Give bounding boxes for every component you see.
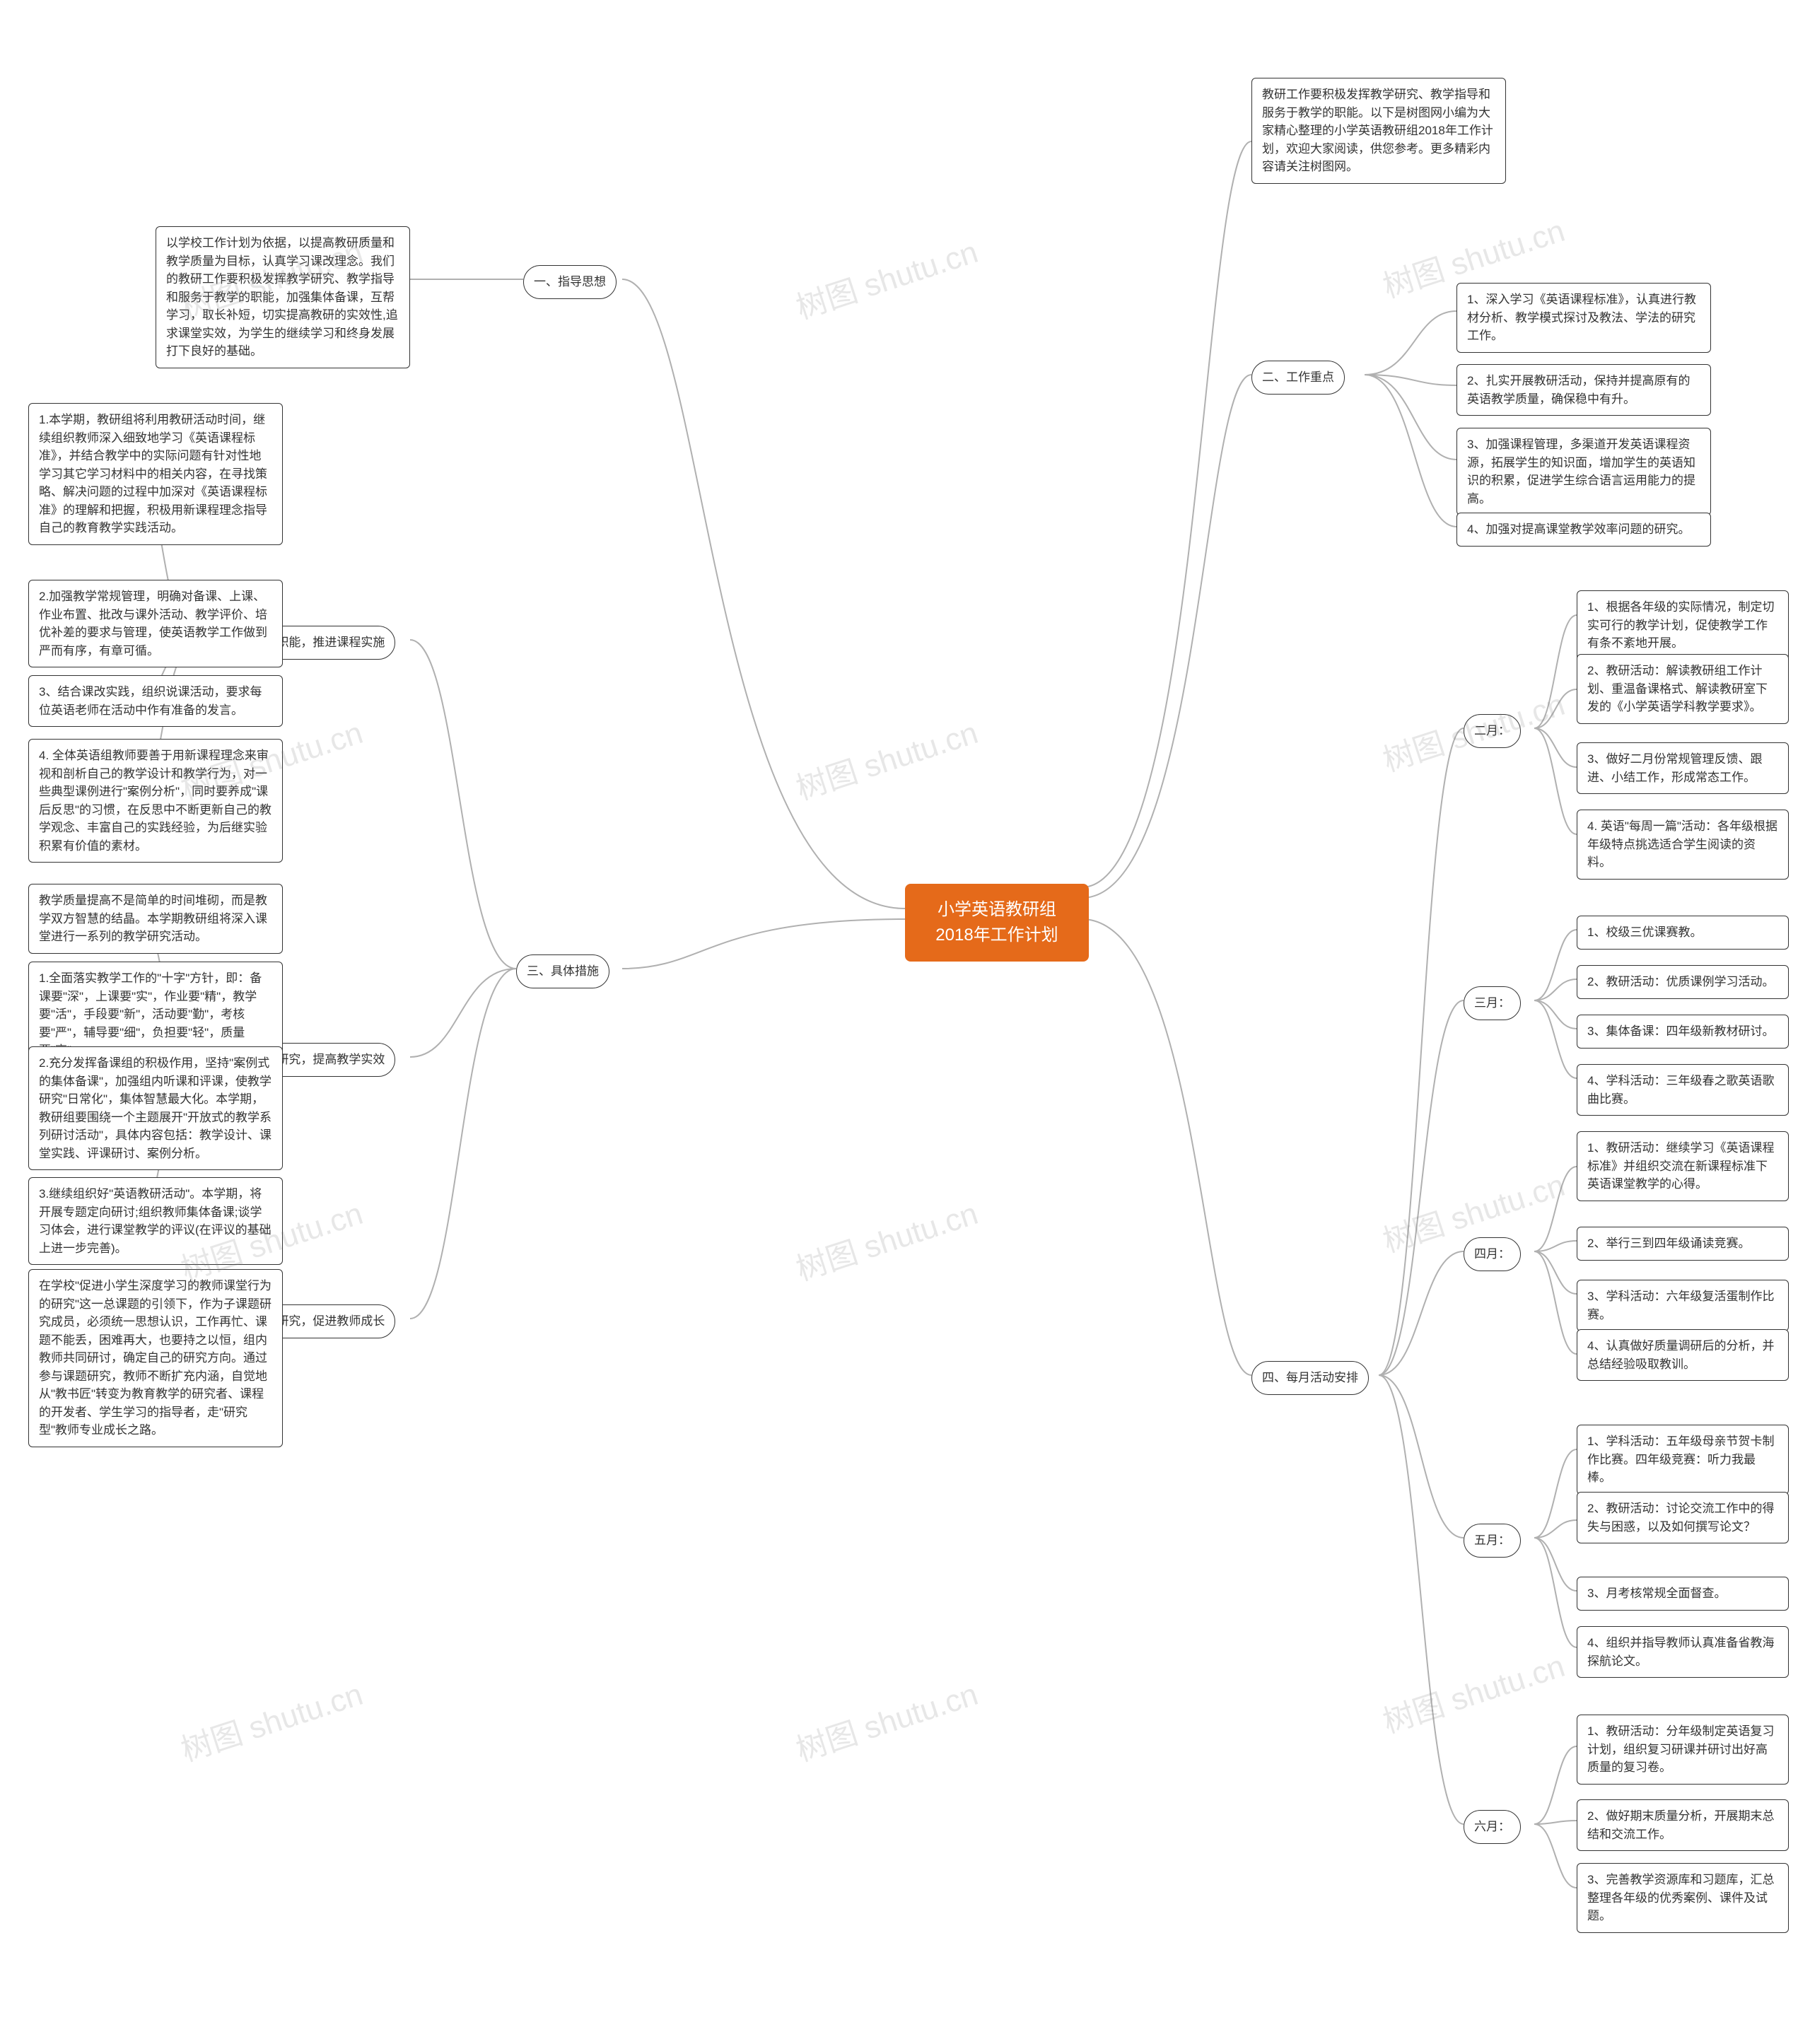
watermark: 树图 shutu.cn bbox=[790, 226, 983, 327]
month-may-item-1: 1、学科活动：五年级母亲节贺卡制作比赛。四年级竞赛：听力我最棒。 bbox=[1577, 1425, 1789, 1495]
center-node[interactable]: 小学英语教研组2018年工作计划 bbox=[905, 884, 1089, 962]
branch3-sub2-intro: 教学质量提高不是简单的时间堆砌，而是教学双方智慧的结晶。本学期教研组将深入课堂进… bbox=[28, 884, 283, 954]
branch3-sub1-item-4: 4. 全体英语组教师要善于用新课程理念来审视和剖析自己的教学设计和教学行为，对一… bbox=[28, 739, 283, 863]
branch1-title[interactable]: 一、指导思想 bbox=[523, 265, 617, 299]
watermark: 树图 shutu.cn bbox=[790, 707, 983, 808]
branch3-sub3-detail: 在学校"促进小学生深度学习的教师课堂行为的研究"这一总课题的引领下，作为子课题研… bbox=[28, 1269, 283, 1447]
branch3-sub1-item-2: 2.加强教学常规管理，明确对备课、上课、作业布置、批改与课外活动、教学评价、培优… bbox=[28, 580, 283, 667]
month-feb-item-4: 4. 英语"每周一篇"活动：各年级根据年级特点挑选适合学生阅读的资料。 bbox=[1577, 810, 1789, 880]
month-feb-title[interactable]: 二月： bbox=[1464, 714, 1521, 748]
branch2-item-3: 3、加强课程管理，多渠道开发英语课程资源，拓展学生的知识面，增加学生的英语知识的… bbox=[1456, 428, 1711, 515]
month-jun-item-3: 3、完善教学资源库和习题库，汇总整理各年级的优秀案例、课件及试题。 bbox=[1577, 1863, 1789, 1933]
branch3-title[interactable]: 三、具体措施 bbox=[516, 954, 609, 988]
month-jun-title[interactable]: 六月： bbox=[1464, 1810, 1521, 1844]
branch4-title[interactable]: 四、每月活动安排 bbox=[1251, 1361, 1369, 1395]
month-apr-item-4: 4、认真做好质量调研后的分析，并总结经验吸取教训。 bbox=[1577, 1329, 1789, 1381]
month-may-item-2: 2、教研活动：讨论交流工作中的得失与困惑，以及如何撰写论文？ bbox=[1577, 1492, 1789, 1543]
branch3-sub1-item-3: 3、结合课改实践，组织说课活动，要求每位英语老师在活动中作有准备的发言。 bbox=[28, 675, 283, 727]
branch3-sub2-item-2: 2.充分发挥备课组的积极作用，坚持"案例式的集体备课"，加强组内听课和评课，使教… bbox=[28, 1046, 283, 1170]
branch2-item-2: 2、扎实开展教研活动，保持并提高原有的英语教学质量，确保稳中有升。 bbox=[1456, 364, 1711, 416]
month-may-title[interactable]: 五月： bbox=[1464, 1524, 1521, 1558]
month-mar-item-2: 2、教研活动：优质课例学习活动。 bbox=[1577, 965, 1789, 999]
month-mar-title[interactable]: 三月： bbox=[1464, 986, 1521, 1020]
branch2-title[interactable]: 二、工作重点 bbox=[1251, 361, 1345, 395]
watermark: 树图 shutu.cn bbox=[1377, 1640, 1570, 1741]
month-feb-item-2: 2、教研活动：解读教研组工作计划、重温备课格式、解读教研室下发的《小学英语学科教… bbox=[1577, 654, 1789, 724]
month-may-item-3: 3、月考核常规全面督查。 bbox=[1577, 1577, 1789, 1611]
month-apr-item-2: 2、举行三到四年级诵读竞赛。 bbox=[1577, 1227, 1789, 1261]
watermark: 树图 shutu.cn bbox=[790, 1669, 983, 1770]
month-jun-item-2: 2、做好期末质量分析，开展期末总结和交流工作。 bbox=[1577, 1799, 1789, 1851]
month-apr-title[interactable]: 四月： bbox=[1464, 1237, 1521, 1271]
branch2-item-4: 4、加强对提高课堂教学效率问题的研究。 bbox=[1456, 513, 1711, 547]
month-apr-item-1: 1、教研活动：继续学习《英语课程标准》并组织交流在新课程标准下英语课堂教学的心得… bbox=[1577, 1131, 1789, 1201]
intro-node: 教研工作要积极发挥教学研究、教学指导和服务于教学的职能。以下是树图网小编为大家精… bbox=[1251, 78, 1506, 184]
month-mar-item-4: 4、学科活动：三年级春之歌英语歌曲比赛。 bbox=[1577, 1064, 1789, 1116]
month-apr-item-3: 3、学科活动：六年级复活蛋制作比赛。 bbox=[1577, 1280, 1789, 1331]
month-jun-item-1: 1、教研活动：分年级制定英语复习计划，组织复习研课并研讨出好高质量的复习卷。 bbox=[1577, 1715, 1789, 1785]
watermark: 树图 shutu.cn bbox=[175, 1669, 368, 1770]
month-may-item-4: 4、组织并指导教师认真准备省教海探航论文。 bbox=[1577, 1626, 1789, 1678]
branch3-sub1-item-1: 1.本学期，教研组将利用教研活动时间，继续组织教师深入细致地学习《英语课程标准》… bbox=[28, 403, 283, 545]
month-mar-item-1: 1、校级三优课赛教。 bbox=[1577, 916, 1789, 950]
branch3-sub2-item-3: 3.继续组织好"英语教研活动"。本学期，将开展专题定向研讨;组织教师集体备课;谈… bbox=[28, 1177, 283, 1265]
month-mar-item-3: 3、集体备课：四年级新教材研讨。 bbox=[1577, 1015, 1789, 1049]
branch2-item-1: 1、深入学习《英语课程标准》，认真进行教材分析、教学模式探讨及教法、学法的研究工… bbox=[1456, 283, 1711, 353]
month-feb-item-1: 1、根据各年级的实际情况，制定切实可行的教学计划，促使教学工作有条不紊地开展。 bbox=[1577, 590, 1789, 660]
branch1-detail: 以学校工作计划为依据，以提高教研质量和教学质量为目标，认真学习课改理念。我们的教… bbox=[156, 226, 410, 368]
watermark: 树图 shutu.cn bbox=[790, 1188, 983, 1289]
month-feb-item-3: 3、做好二月份常规管理反馈、跟进、小结工作，形成常态工作。 bbox=[1577, 742, 1789, 794]
